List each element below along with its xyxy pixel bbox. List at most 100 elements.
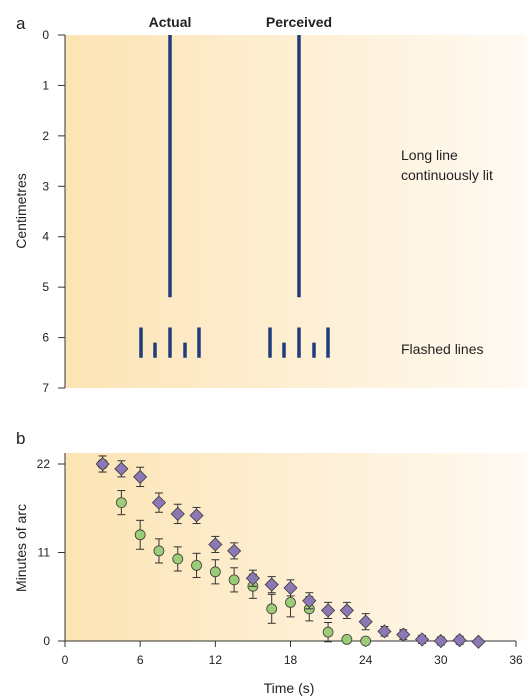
- circle-marker: [341, 633, 353, 645]
- perceived-long-line: [297, 35, 301, 298]
- panel-a: a Actual Perceived Long line continuousl…: [13, 14, 527, 395]
- diamond-marker: [433, 633, 448, 649]
- circle-marker: [266, 603, 278, 615]
- diamond-point: [339, 601, 354, 619]
- actual-flashed-line: [183, 342, 187, 358]
- diamond-point: [377, 624, 392, 639]
- panel-b-y-tick-label: 22: [37, 457, 51, 471]
- perceived-flashed-line: [282, 342, 286, 358]
- perceived-flashed-line: [297, 327, 301, 358]
- long-line-label-2: continuously lit: [401, 167, 493, 183]
- perceived-flashed-line: [312, 342, 316, 358]
- circle-marker: [191, 559, 202, 571]
- panel-a-y-tick-label: 5: [42, 280, 49, 294]
- diamond-marker: [452, 633, 467, 648]
- circle-point: [115, 490, 127, 516]
- circle-marker: [115, 497, 127, 509]
- diamond-marker: [245, 571, 260, 586]
- diamond-point: [245, 569, 260, 587]
- actual-long-line: [168, 35, 172, 298]
- diamond-marker: [377, 624, 392, 639]
- diamond-point: [283, 579, 298, 597]
- diamond-marker: [396, 627, 411, 642]
- circle-point: [322, 621, 334, 643]
- panel-a-y-axis-title: Centimetres: [13, 173, 29, 248]
- panel-b: b Minutes of arc Time (s) 0 6 12 18 24 30 36 0 1…: [13, 429, 527, 696]
- actual-flashed-line: [197, 327, 201, 358]
- panel-a-ticks: 0 1 2 3 4 5 6 7: [42, 28, 65, 395]
- panel-b-x-tick-label: 12: [209, 653, 223, 667]
- diamond-point: [227, 542, 242, 560]
- flashed-lines-label: Flashed lines: [401, 341, 484, 357]
- diamond-marker: [170, 506, 185, 521]
- diamond-point: [396, 627, 411, 642]
- diamond-marker: [321, 603, 336, 618]
- long-line-label-1: Long line: [401, 147, 458, 163]
- panel-b-ticks: 0 6 12 18 24 30 36 0 11 22: [37, 457, 523, 667]
- circle-point: [360, 635, 372, 647]
- panel-a-marks: [139, 35, 330, 358]
- diamond-marker: [302, 593, 317, 608]
- diamond-marker: [227, 543, 242, 558]
- panel-b-marks: [95, 455, 486, 649]
- panel-b-x-tick-label: 0: [62, 653, 69, 667]
- diamond-marker: [133, 469, 148, 484]
- circle-marker: [285, 596, 296, 608]
- diamond-point: [170, 503, 185, 525]
- perceived-flashed-line: [268, 327, 272, 358]
- perceived-header: Perceived: [266, 14, 332, 30]
- actual-header: Actual: [149, 14, 192, 30]
- perceived-flashed-line: [326, 327, 330, 358]
- diamond-point: [471, 634, 486, 649]
- panel-b-x-tick-label: 18: [284, 653, 298, 667]
- diamond-point: [452, 633, 467, 648]
- diamond-point: [189, 506, 204, 525]
- circle-point: [191, 552, 202, 578]
- panel-a-background: [65, 35, 527, 388]
- diamond-marker: [151, 495, 167, 510]
- circle-marker: [172, 553, 184, 565]
- circle-marker: [134, 529, 146, 541]
- panel-b-x-tick-label: 6: [137, 653, 144, 667]
- panel-b-background: [65, 453, 527, 641]
- actual-flashed-line: [168, 327, 172, 358]
- diamond-marker: [283, 580, 298, 595]
- diamond-point: [114, 460, 129, 478]
- actual-flashed-line: [139, 327, 143, 358]
- circle-marker: [209, 566, 221, 578]
- circle-point: [266, 593, 278, 624]
- panel-a-y-tick-label: 4: [42, 230, 49, 244]
- circle-marker: [360, 635, 372, 647]
- panel-a-y-tick-label: 2: [42, 129, 49, 143]
- diamond-marker: [208, 537, 223, 552]
- diamond-marker: [95, 456, 110, 472]
- panel-a-y-tick-label: 3: [42, 179, 49, 193]
- diamond-marker: [339, 603, 354, 618]
- diamond-point: [264, 576, 279, 594]
- diamond-marker: [414, 632, 430, 647]
- circle-marker: [228, 574, 240, 586]
- panel-b-x-axis-title: Time (s): [264, 680, 315, 696]
- diamond-point: [151, 492, 167, 513]
- panel-a-y-tick-label: 1: [42, 78, 49, 92]
- diamond-point: [358, 613, 373, 631]
- circle-point: [341, 633, 353, 645]
- panel-b-x-tick-label: 36: [509, 653, 523, 667]
- circle-point: [172, 546, 184, 572]
- panel-a-y-tick-label: 0: [42, 28, 49, 42]
- circle-point: [134, 519, 146, 550]
- diamond-point: [208, 535, 223, 553]
- diamond-point: [433, 633, 448, 649]
- diamond-point: [414, 632, 430, 647]
- diamond-point: [302, 592, 317, 610]
- panel-b-y-axis-title: Minutes of arc: [13, 504, 29, 592]
- diamond-point: [133, 466, 148, 488]
- circle-point: [209, 559, 221, 585]
- diamond-marker: [264, 577, 279, 592]
- panel-b-x-tick-label: 24: [359, 653, 373, 667]
- diamond-marker: [189, 508, 204, 523]
- circle-point: [228, 567, 240, 593]
- circle-marker: [153, 545, 165, 557]
- panel-a-y-tick-label: 6: [42, 331, 49, 345]
- panel-b-x-tick-label: 30: [434, 653, 448, 667]
